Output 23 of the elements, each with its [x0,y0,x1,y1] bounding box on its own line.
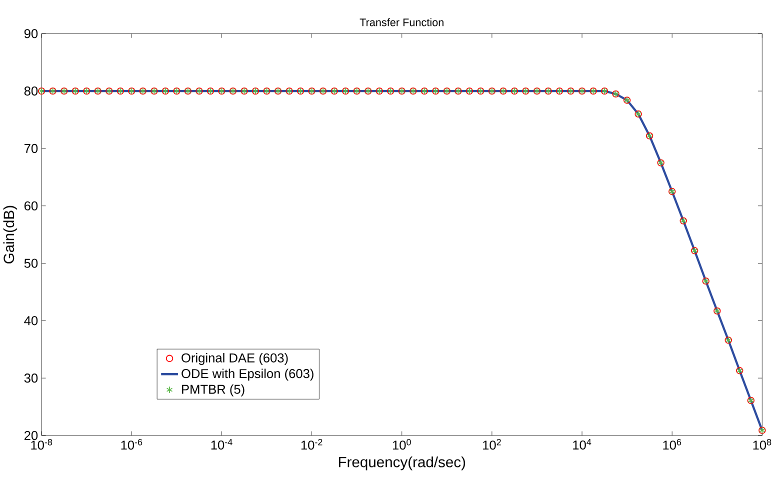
x-axis-title: Frequency(rad/sec) [338,456,466,470]
legend-label: PMTBR (5) [182,384,244,396]
chart-title: Transfer Function [360,18,444,26]
x-tick-label: 10$^{-2}$ [301,439,322,450]
x-tick-label: 10$^{-6}$ [121,439,142,450]
y-tick-label: 80 [24,86,38,96]
x-tick-label: 10$^{6}$ [663,439,682,450]
y-axis-title: Gain(dB) [3,206,18,264]
x-tick-label: 10$^{0}$ [392,439,411,450]
legend-label: ODE with Epsilon (603) [182,368,314,381]
y-tick-label: 90 [24,29,38,38]
y-tick-label: 20 [24,430,38,440]
x-tick-label: 10$^{-4}$ [211,439,232,450]
y-tick-label: 40 [24,316,38,326]
y-tick-label: 50 [24,258,38,268]
x-tick-label: 10$^{2}$ [483,439,501,450]
x-tick-label: 10$^{-8}$ [31,439,52,450]
x-tick-label: 10$^{4}$ [573,439,592,450]
y-tick-label: 30 [24,374,38,383]
y-tick-label: 60 [24,201,38,210]
y-tick-label: 70 [24,144,38,154]
x-tick-label: 10$^{8}$ [753,439,772,450]
legend-label: Original DAE (603) [182,353,288,365]
